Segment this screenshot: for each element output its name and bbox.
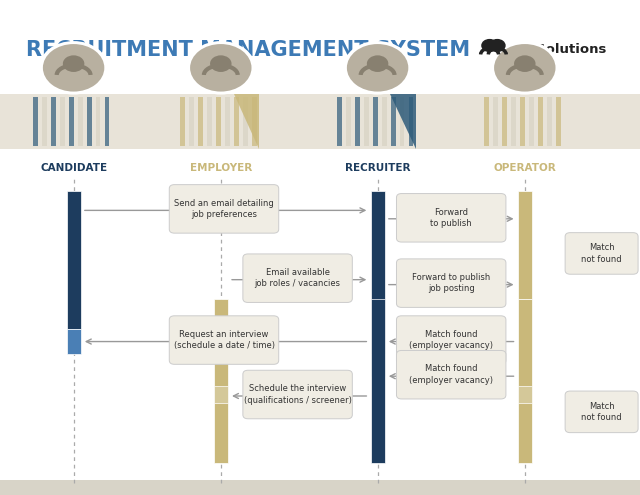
Circle shape bbox=[490, 41, 559, 95]
Bar bbox=[400, 97, 404, 146]
Bar bbox=[96, 97, 100, 146]
Bar bbox=[60, 97, 65, 146]
Bar bbox=[355, 97, 360, 146]
Text: Forward
to publish: Forward to publish bbox=[430, 207, 472, 228]
Bar bbox=[87, 97, 92, 146]
Circle shape bbox=[347, 44, 408, 92]
Bar bbox=[484, 97, 489, 146]
Bar bbox=[364, 97, 369, 146]
Text: Match found
(employer vacancy): Match found (employer vacancy) bbox=[409, 330, 493, 350]
Circle shape bbox=[367, 55, 388, 72]
FancyBboxPatch shape bbox=[565, 391, 638, 433]
Bar bbox=[337, 97, 342, 146]
Circle shape bbox=[190, 44, 252, 92]
Bar bbox=[198, 97, 203, 146]
Bar bbox=[78, 97, 83, 146]
Bar bbox=[547, 97, 552, 146]
Bar bbox=[180, 97, 185, 146]
Text: Send an email detailing
job preferences: Send an email detailing job preferences bbox=[174, 198, 274, 219]
Bar bbox=[51, 97, 56, 146]
Circle shape bbox=[343, 41, 412, 95]
Text: Match
not found: Match not found bbox=[581, 243, 622, 264]
Bar bbox=[0, 94, 640, 148]
Circle shape bbox=[210, 55, 232, 72]
Bar bbox=[493, 97, 498, 146]
Circle shape bbox=[494, 44, 556, 92]
Bar bbox=[216, 97, 221, 146]
Text: HR Solutions: HR Solutions bbox=[510, 43, 607, 56]
Bar bbox=[67, 329, 81, 354]
Bar bbox=[538, 97, 543, 146]
FancyBboxPatch shape bbox=[396, 316, 506, 364]
Bar bbox=[371, 354, 385, 376]
Bar bbox=[207, 97, 212, 146]
Bar bbox=[382, 97, 387, 146]
FancyBboxPatch shape bbox=[565, 233, 638, 274]
Text: Email available
job roles / vacancies: Email available job roles / vacancies bbox=[255, 268, 340, 289]
Bar bbox=[214, 299, 228, 463]
Bar bbox=[518, 386, 532, 403]
Circle shape bbox=[43, 44, 104, 92]
Polygon shape bbox=[390, 94, 416, 148]
Text: EMPLOYER: EMPLOYER bbox=[189, 163, 252, 173]
Circle shape bbox=[63, 55, 84, 72]
Bar bbox=[371, 191, 385, 354]
Text: OPERATOR: OPERATOR bbox=[493, 163, 556, 173]
Bar bbox=[511, 97, 516, 146]
Bar bbox=[214, 386, 228, 403]
Polygon shape bbox=[234, 94, 259, 148]
Text: RECRUITMENT MANAGEMENT SYSTEM: RECRUITMENT MANAGEMENT SYSTEM bbox=[26, 40, 470, 59]
Bar bbox=[105, 97, 109, 146]
FancyBboxPatch shape bbox=[169, 185, 279, 233]
FancyBboxPatch shape bbox=[396, 194, 506, 242]
Bar bbox=[556, 97, 561, 146]
Bar bbox=[391, 97, 396, 146]
Bar bbox=[69, 97, 74, 146]
FancyBboxPatch shape bbox=[396, 350, 506, 399]
Bar bbox=[243, 97, 248, 146]
FancyBboxPatch shape bbox=[243, 370, 352, 419]
Circle shape bbox=[490, 40, 505, 51]
FancyBboxPatch shape bbox=[169, 316, 279, 364]
Bar bbox=[346, 97, 351, 146]
Bar bbox=[371, 299, 385, 463]
Bar bbox=[518, 299, 532, 463]
Text: Match
not found: Match not found bbox=[581, 401, 622, 422]
Bar bbox=[189, 97, 194, 146]
Bar bbox=[225, 97, 230, 146]
Bar bbox=[67, 191, 81, 329]
Text: Request an interview
(schedule a date / time): Request an interview (schedule a date / … bbox=[173, 330, 275, 350]
FancyBboxPatch shape bbox=[243, 254, 352, 302]
Bar bbox=[33, 97, 38, 146]
Bar bbox=[409, 97, 413, 146]
Bar bbox=[502, 97, 507, 146]
Bar bbox=[518, 191, 532, 299]
Text: Match found
(employer vacancy): Match found (employer vacancy) bbox=[409, 364, 493, 385]
Bar bbox=[252, 97, 257, 146]
Bar bbox=[373, 97, 378, 146]
Circle shape bbox=[482, 40, 497, 51]
Circle shape bbox=[39, 41, 108, 95]
Circle shape bbox=[186, 41, 255, 95]
Bar bbox=[42, 97, 47, 146]
Text: CANDIDATE: CANDIDATE bbox=[40, 163, 107, 173]
FancyBboxPatch shape bbox=[396, 259, 506, 307]
Text: Schedule the interview
(qualifications / screener): Schedule the interview (qualifications /… bbox=[244, 384, 351, 405]
Bar bbox=[0, 480, 640, 495]
Circle shape bbox=[514, 55, 536, 72]
Bar bbox=[234, 97, 239, 146]
Text: RECRUITER: RECRUITER bbox=[345, 163, 410, 173]
Bar bbox=[520, 97, 525, 146]
Text: Forward to publish
job posting: Forward to publish job posting bbox=[412, 273, 490, 294]
Bar bbox=[529, 97, 534, 146]
